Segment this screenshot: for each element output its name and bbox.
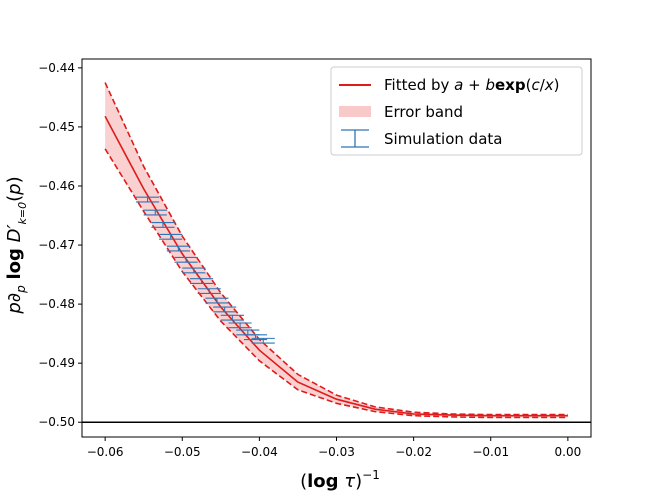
x-tick-label: −0.02 <box>395 445 432 459</box>
sim-point <box>189 278 214 284</box>
x-tick-label: −0.03 <box>318 445 355 459</box>
y-tick-label: −0.49 <box>38 356 75 370</box>
y-tick-label: −0.45 <box>38 120 75 134</box>
x-tick-label: −0.05 <box>164 445 201 459</box>
sim-point <box>197 288 221 295</box>
x-tick-label: −0.06 <box>87 445 124 459</box>
y-tick-label: −0.47 <box>38 238 75 252</box>
x-tick-label: −0.01 <box>472 445 509 459</box>
sim-point <box>143 209 167 216</box>
sim-point <box>182 267 206 274</box>
sim-point <box>251 337 275 344</box>
sim-point <box>135 196 160 203</box>
y-tick-label: −0.44 <box>38 61 75 75</box>
y-axis-ticks: −0.44 −0.45 −0.46 −0.47 −0.48 −0.49 −0.50 <box>38 61 82 429</box>
simulation-data-layer <box>135 196 275 344</box>
legend-frame <box>330 66 583 156</box>
x-tick-label: 0.00 <box>555 445 582 459</box>
legend-sim-swatch <box>341 129 369 148</box>
legend-band-label: Error band <box>384 103 463 121</box>
x-axis-ticks: −0.06 −0.05 −0.04 −0.03 −0.02 −0.01 0.00 <box>87 437 581 459</box>
x-axis-label: (log τ)−1 <box>300 468 380 492</box>
sim-point <box>174 256 198 263</box>
fit-curve-layer <box>104 82 568 419</box>
legend-fit-label: Fitted by a + bexp(c/x) <box>384 76 560 94</box>
y-tick-label: −0.46 <box>38 179 75 193</box>
band-lower-edge <box>104 148 568 419</box>
y-axis-label: p∂p log D′k=0(p) <box>4 176 29 314</box>
y-tick-label: −0.50 <box>38 415 75 429</box>
sim-point <box>166 245 190 252</box>
band-upper-edge <box>104 82 568 416</box>
legend-band-swatch <box>339 106 371 117</box>
legend-sim-label: Simulation data <box>384 130 502 148</box>
legend: Fitted by a + bexp(c/x) Error band Simul… <box>330 66 583 156</box>
sim-point <box>205 297 229 304</box>
sim-point <box>151 222 175 228</box>
sim-point <box>213 306 237 313</box>
y-tick-label: −0.48 <box>38 297 75 311</box>
sim-point <box>228 322 252 329</box>
sim-point <box>159 233 183 240</box>
fit-curve <box>104 115 568 417</box>
sim-point <box>220 314 244 321</box>
x-tick-label: −0.04 <box>241 445 278 459</box>
